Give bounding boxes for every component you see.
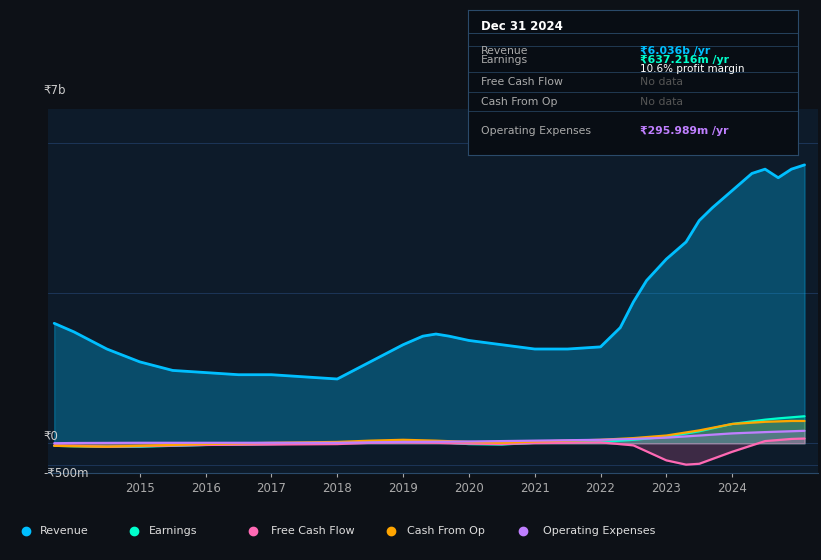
Text: ₹637.216m /yr: ₹637.216m /yr [640, 55, 728, 65]
Text: ₹295.989m /yr: ₹295.989m /yr [640, 126, 728, 136]
Text: Cash From Op: Cash From Op [481, 97, 557, 107]
Text: Earnings: Earnings [481, 55, 528, 65]
Text: Dec 31 2024: Dec 31 2024 [481, 20, 563, 33]
Text: 10.6% profit margin: 10.6% profit margin [640, 64, 744, 73]
Text: Revenue: Revenue [481, 46, 529, 56]
Text: No data: No data [640, 97, 682, 107]
Text: Operating Expenses: Operating Expenses [481, 126, 591, 136]
Text: ₹0: ₹0 [44, 430, 58, 443]
Text: Operating Expenses: Operating Expenses [544, 526, 656, 536]
Text: Free Cash Flow: Free Cash Flow [271, 526, 355, 536]
Text: No data: No data [640, 77, 682, 87]
Text: Free Cash Flow: Free Cash Flow [481, 77, 563, 87]
Text: Revenue: Revenue [40, 526, 89, 536]
Text: Cash From Op: Cash From Op [407, 526, 485, 536]
Text: Earnings: Earnings [149, 526, 197, 536]
Text: ₹7b: ₹7b [44, 84, 66, 97]
Text: -₹500m: -₹500m [44, 468, 89, 480]
Text: ₹6.036b /yr: ₹6.036b /yr [640, 46, 710, 56]
